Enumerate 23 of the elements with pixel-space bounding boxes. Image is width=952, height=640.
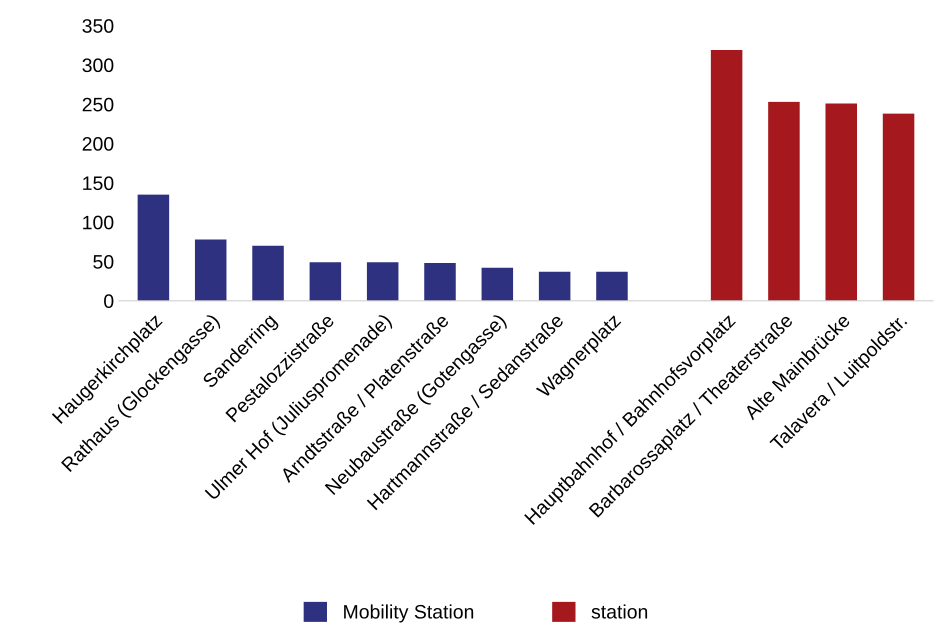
bar (768, 102, 800, 301)
y-tick-label: 350 (82, 19, 114, 33)
bar (710, 50, 742, 301)
y-tick-label: 200 (82, 137, 114, 151)
bar (424, 263, 456, 301)
bar (538, 272, 570, 301)
legend-label: Mobility Station (344, 604, 474, 622)
y-tick-label: 100 (83, 216, 114, 230)
bar (366, 262, 398, 301)
bar (194, 239, 226, 301)
y-tick-label: 50 (93, 254, 114, 269)
y-tick-label: 250 (82, 98, 114, 112)
y-tick-label: 300 (82, 58, 114, 72)
y-tick-label: 0 (104, 294, 114, 308)
y-tick-label: 150 (83, 176, 114, 190)
bar (482, 268, 514, 301)
legend-label: station (592, 604, 648, 619)
bar (310, 262, 342, 301)
bar (138, 194, 170, 301)
bar (252, 246, 284, 301)
bar (882, 114, 914, 301)
bar (596, 272, 628, 301)
bar (825, 103, 858, 301)
